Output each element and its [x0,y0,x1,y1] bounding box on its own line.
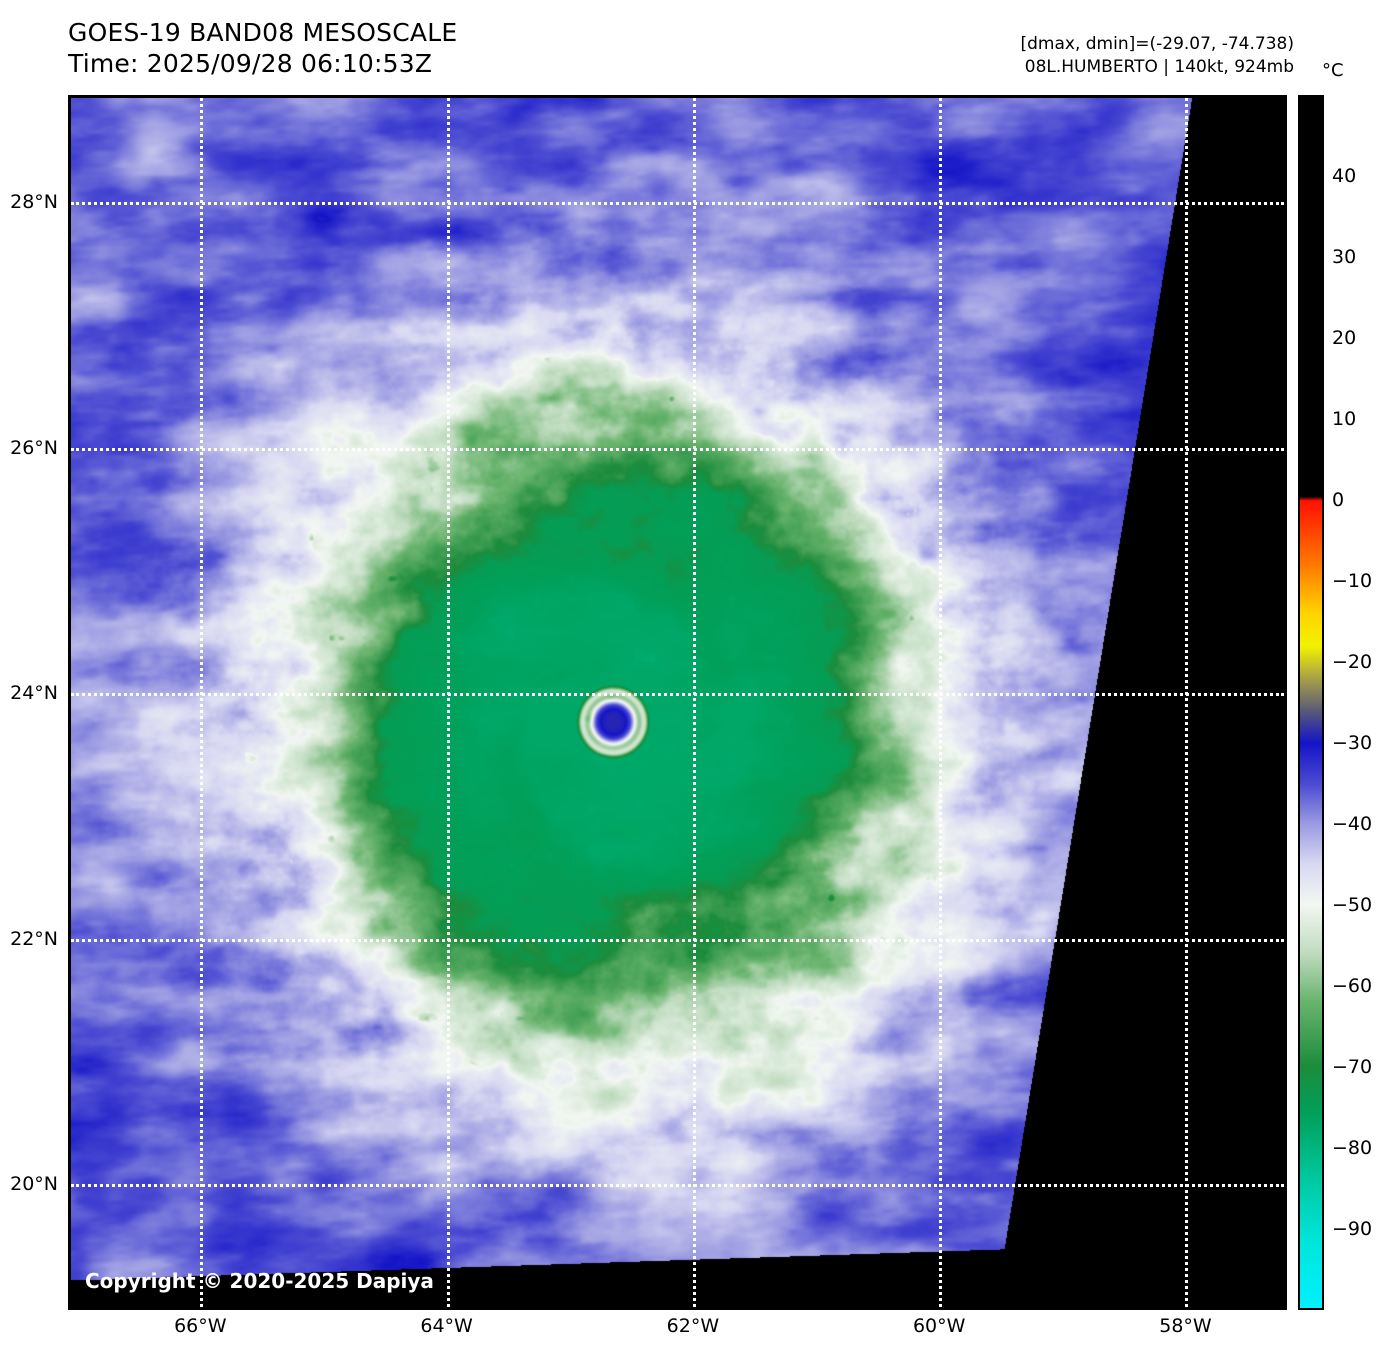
metadata-block: [dmax, dmin]=(-29.07, -74.738) 08L.HUMBE… [1021,33,1295,79]
gridline-longitude [1185,98,1189,1307]
gridline-latitude [71,938,1284,942]
colorbar-tick-label: −30 [1332,732,1373,754]
gridline-latitude [71,447,1284,451]
gridline-longitude [446,98,450,1307]
longitude-tick-label: 64°W [420,1315,473,1337]
colorbar-tick-label: 20 [1332,327,1357,349]
longitude-tick-label: 58°W [1159,1315,1212,1337]
longitude-tick-label: 66°W [174,1315,227,1337]
gridline-latitude [71,693,1284,697]
latitude-tick-label: 22°N [10,927,58,950]
colorbar-tick-label: −40 [1332,813,1373,835]
colorbar-tick-label: −70 [1332,1056,1373,1078]
longitude-tick-label: 60°W [912,1315,966,1337]
colorbar-tick-label: −20 [1332,651,1373,673]
title-block: GOES-19 BAND08 MESOSCALE Time: 2025/09/2… [68,18,457,79]
dmax-dmin-label: [dmax, dmin]=(-29.07, -74.738) [1020,34,1295,54]
gridline-longitude [939,98,943,1307]
colorbar-tick-label: −90 [1332,1218,1373,1240]
gridline-longitude [692,98,696,1307]
gridline-latitude [71,1184,1284,1188]
latitude-tick-label: 24°N [10,682,58,705]
timestamp-label: Time: 2025/09/28 06:10:53Z [68,48,433,78]
colorbar-tick-label: 10 [1332,408,1357,430]
satellite-imagery-canvas [71,98,1284,1307]
latitude-tick-label: 26°N [10,436,58,459]
colorbar-tick-label: −10 [1332,570,1373,592]
copyright-label: Copyright © 2020-2025 Dapiya [85,1269,434,1293]
gridline-longitude [200,98,204,1307]
colorbar-tick-label: 40 [1332,165,1357,187]
colorbar-unit-label: °C [1322,60,1344,81]
colorbar-tick-label: 30 [1332,246,1357,268]
gridline-latitude [71,202,1284,206]
storm-info-label: 08L.HUMBERTO | 140kt, 924mb [1024,56,1294,77]
colorbar-tick-label: −60 [1332,975,1373,997]
longitude-tick-label: 62°W [666,1315,720,1337]
page-title: GOES-19 BAND08 MESOSCALE [68,18,458,47]
latitude-tick-label: 28°N [10,191,58,214]
colorbar-tick-label: −80 [1332,1137,1373,1159]
colorbar-tick-label: 0 [1332,489,1345,511]
latitude-tick-label: 20°N [10,1173,58,1196]
colorbar [1298,95,1324,1310]
satellite-image-plot[interactable]: Copyright © 2020-2025 Dapiya [68,95,1287,1310]
colorbar-tick-label: −50 [1332,894,1373,916]
colorbar-gradient [1300,97,1322,1308]
